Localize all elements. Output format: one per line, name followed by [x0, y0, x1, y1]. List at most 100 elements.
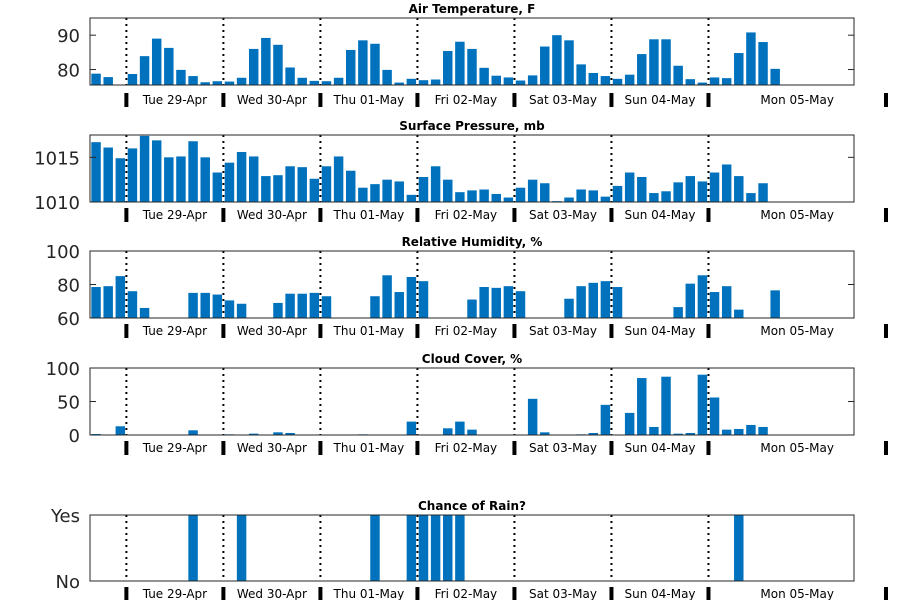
bar: [248, 48, 259, 85]
bar: [455, 41, 465, 85]
bar: [673, 433, 683, 435]
day-label: Wed 30-Apr: [237, 324, 307, 338]
bar: [164, 47, 174, 85]
bar: [224, 300, 235, 318]
bar: [540, 183, 550, 202]
bar: [697, 374, 708, 435]
bar: [333, 77, 344, 85]
bar: [588, 190, 598, 202]
bar: [709, 77, 720, 85]
day-label: Fri 02-May: [435, 208, 498, 222]
bar: [479, 287, 489, 318]
bar: [297, 167, 307, 202]
day-label: Fri 02-May: [435, 324, 498, 338]
bar: [770, 68, 780, 85]
bar: [564, 40, 574, 85]
bar: [685, 283, 696, 318]
bar: [127, 74, 138, 85]
bar: [455, 421, 465, 435]
bar: [188, 141, 198, 202]
y-tick-label: No: [56, 572, 80, 593]
day-label: Thu 01-May: [333, 587, 405, 600]
bar: [540, 432, 550, 435]
panel-title: Air Temperature, F: [409, 2, 536, 16]
bar: [418, 281, 429, 318]
bar: [673, 65, 683, 85]
bar: [103, 147, 113, 202]
bar: [382, 179, 392, 202]
bar: [612, 78, 623, 85]
day-label: Tue 29-Apr: [142, 208, 207, 222]
bar: [224, 81, 235, 85]
bar: [346, 49, 356, 85]
y-tick-label: 1015: [34, 148, 80, 169]
bar: [443, 515, 453, 581]
bar: [685, 176, 696, 202]
day-label: Mon 05-May: [760, 208, 834, 222]
bar: [503, 197, 514, 202]
bar: [746, 193, 756, 202]
bar: [370, 184, 380, 202]
bar: [358, 40, 368, 85]
bar: [273, 44, 283, 85]
bar: [115, 276, 126, 319]
bar: [236, 515, 247, 581]
day-label: Sun 04-May: [624, 441, 695, 455]
bar: [697, 275, 708, 318]
bar: [734, 428, 744, 435]
bar: [443, 179, 453, 202]
bar: [394, 292, 404, 318]
axes-box: [89, 514, 855, 582]
bar: [709, 172, 720, 202]
bar: [552, 35, 562, 85]
bar: [346, 170, 356, 202]
bar: [770, 290, 780, 318]
bar: [721, 164, 732, 202]
bar: [91, 73, 101, 85]
chart-panel-4: Cloud Cover, % 0 50 100 Tue 29-Apr Wed 30-Apr…: [46, 352, 888, 455]
day-label: Wed 30-Apr: [237, 587, 307, 600]
bar: [721, 286, 732, 318]
bar: [103, 286, 113, 318]
bar: [370, 43, 380, 85]
bar: [139, 56, 150, 85]
bar: [406, 194, 417, 202]
bar: [127, 148, 138, 202]
bar: [637, 378, 647, 435]
bar: [212, 172, 223, 202]
bar: [515, 187, 526, 202]
bar: [612, 185, 623, 202]
bar: [91, 287, 101, 318]
bar: [139, 307, 150, 318]
bar: [624, 74, 635, 85]
y-tick-label: 0: [69, 426, 80, 447]
bar: [164, 157, 174, 202]
bar: [527, 398, 538, 435]
bar: [734, 515, 744, 581]
bar: [321, 166, 332, 202]
chart-panel-2: Surface Pressure, mb 1010 1015 Tue 29-Apr We…: [34, 119, 888, 222]
bar: [637, 176, 647, 202]
bar: [115, 426, 126, 435]
bar: [746, 424, 756, 435]
y-tick-label: 80: [57, 61, 80, 82]
y-tick-label: Yes: [50, 506, 80, 527]
day-label: Thu 01-May: [333, 93, 405, 107]
bar: [467, 299, 477, 318]
bar: [188, 292, 198, 319]
bar: [624, 412, 635, 435]
bar: [151, 38, 162, 85]
bar: [527, 179, 538, 202]
day-label: Sat 03-May: [529, 441, 597, 455]
bar: [430, 515, 441, 581]
bar: [418, 515, 429, 581]
bar: [309, 80, 320, 85]
day-label: Sat 03-May: [529, 587, 597, 600]
bar: [734, 176, 744, 202]
bar: [600, 196, 611, 202]
y-tick-label: 50: [57, 393, 80, 414]
bar: [721, 78, 732, 85]
bar: [600, 281, 611, 318]
bar: [261, 176, 271, 202]
